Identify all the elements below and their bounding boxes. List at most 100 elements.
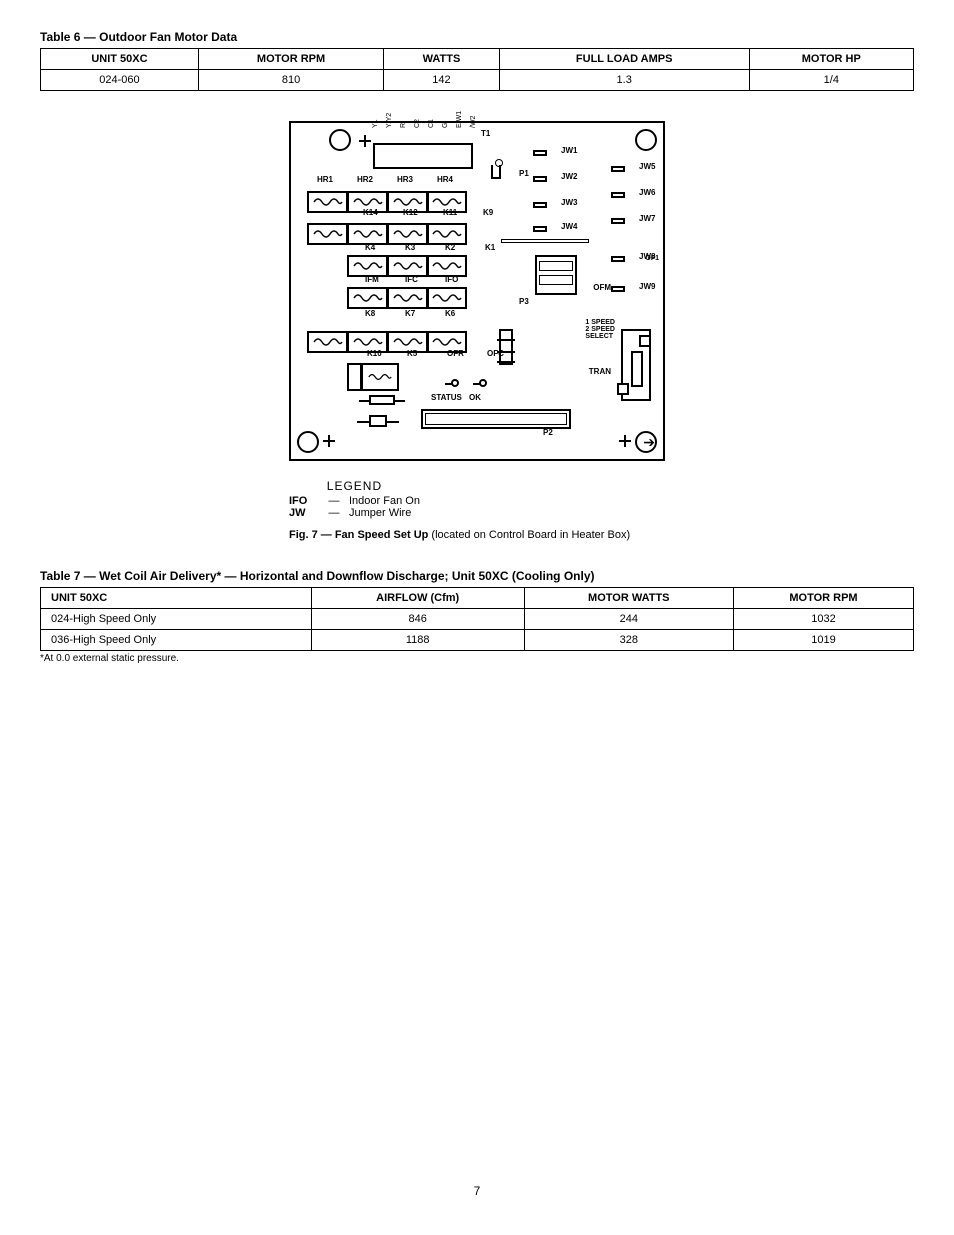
capacitor-icon bbox=[369, 415, 387, 427]
legend-desc: Jumper Wire bbox=[349, 507, 411, 519]
table7-footnote: *At 0.0 external static pressure. bbox=[40, 653, 914, 664]
lbl-p1: P1 bbox=[519, 169, 529, 178]
table6: UNIT 50XC MOTOR RPM WATTS FULL LOAD AMPS… bbox=[40, 48, 914, 91]
table7: UNIT 50XC AIRFLOW (Cfm) MOTOR WATTS MOTO… bbox=[40, 587, 914, 651]
jumper: JW1 bbox=[533, 147, 557, 157]
legend-desc: Indoor Fan On bbox=[349, 495, 420, 507]
mount-hole-icon bbox=[635, 129, 657, 151]
relay-row bbox=[347, 255, 467, 277]
table6-title: Table 6 — Outdoor Fan Motor Data bbox=[40, 30, 914, 44]
t7-r0c1: 846 bbox=[311, 609, 524, 630]
legend: LEGEND IFO — Indoor Fan On JW — Jumper W… bbox=[289, 479, 420, 519]
t6-h4: MOTOR HP bbox=[749, 49, 913, 70]
table7-title: Table 7 — Wet Coil Air Delivery* — Horiz… bbox=[40, 569, 914, 583]
figure-caption: Fig. 7 — Fan Speed Set Up (located on Co… bbox=[289, 529, 665, 541]
lbl: K11 bbox=[443, 208, 457, 217]
legend-title: LEGEND bbox=[289, 479, 420, 493]
screw-icon bbox=[619, 435, 631, 447]
selector-switch bbox=[621, 329, 651, 401]
terminal-labels: Y1 Y/Y2 R C2 C1 G E/W1 /W2 bbox=[373, 121, 493, 128]
lbl: HR3 bbox=[397, 175, 413, 184]
t6-c0: 024-060 bbox=[41, 70, 199, 91]
lbl: P3 bbox=[519, 297, 529, 306]
header-3pin bbox=[499, 329, 513, 365]
t7-r0c2: 244 bbox=[524, 609, 733, 630]
t7-r0c3: 1032 bbox=[733, 609, 913, 630]
t7-r1c2: 328 bbox=[524, 630, 733, 651]
lbl-t1: T1 bbox=[481, 129, 490, 138]
lbl: HR2 bbox=[357, 175, 373, 184]
page-number: 7 bbox=[40, 1184, 914, 1198]
lbl: K9 bbox=[483, 208, 493, 217]
lbl: HR1 bbox=[317, 175, 333, 184]
relay-row bbox=[307, 331, 467, 353]
t7-r0c0: 024-High Speed Only bbox=[41, 609, 312, 630]
lbl: OFR bbox=[447, 349, 464, 358]
led-icon bbox=[479, 379, 487, 387]
t7-h3: MOTOR RPM bbox=[733, 588, 913, 609]
t7-h1: AIRFLOW (Cfm) bbox=[311, 588, 524, 609]
t6-c3: 1.3 bbox=[499, 70, 749, 91]
lbl: K3 bbox=[405, 243, 415, 252]
jumper: JW3 bbox=[533, 199, 557, 209]
connector-p2 bbox=[421, 409, 571, 429]
relay-row bbox=[307, 223, 467, 245]
jumper: JW2 bbox=[533, 173, 557, 183]
legend-abbr: IFO bbox=[289, 495, 319, 507]
jumper: JW4 bbox=[533, 223, 557, 233]
lbl: HR4 bbox=[437, 175, 453, 184]
t7-h2: MOTOR WATTS bbox=[524, 588, 733, 609]
lbl: K12 bbox=[403, 208, 418, 217]
t7-r1c0: 036-High Speed Only bbox=[41, 630, 312, 651]
lbl: TRAN bbox=[589, 367, 611, 376]
lbl: K2 bbox=[445, 243, 455, 252]
lbl: IFC bbox=[405, 275, 418, 284]
t6-h2: WATTS bbox=[384, 49, 500, 70]
lbl: K10 bbox=[367, 349, 382, 358]
t6-c1: 810 bbox=[198, 70, 383, 91]
t6-h0: UNIT 50XC bbox=[41, 49, 199, 70]
lbl: K6 bbox=[445, 309, 455, 318]
lbl: K1 bbox=[485, 243, 495, 252]
jumper: JW7 bbox=[611, 215, 635, 225]
t6-c2: 142 bbox=[384, 70, 500, 91]
screw-icon bbox=[359, 135, 371, 147]
t7-r1c1: 1188 bbox=[311, 630, 524, 651]
terminal-block bbox=[373, 143, 473, 169]
jumper: JW9 bbox=[611, 283, 635, 293]
led-icon bbox=[451, 379, 459, 387]
lbl: OFM bbox=[593, 283, 611, 292]
legend-abbr: JW bbox=[289, 507, 319, 519]
relay-row bbox=[347, 287, 467, 309]
lbl: K5 bbox=[407, 349, 417, 358]
lbl: P2 bbox=[543, 428, 553, 437]
pcb-board: Y1 Y/Y2 R C2 C1 G E/W1 /W2 T1 P1 HR1 HR2… bbox=[289, 121, 665, 461]
lbl: 1 SPEED 2 SPEED SELECT bbox=[585, 319, 615, 340]
lbl: OK bbox=[469, 393, 481, 402]
mount-hole-icon bbox=[297, 431, 319, 453]
lbl: IFO bbox=[445, 275, 458, 284]
mount-hole-icon bbox=[329, 129, 351, 151]
lbl: IFM bbox=[365, 275, 379, 284]
jumper: JW6 bbox=[611, 189, 635, 199]
jumper: JW8 bbox=[611, 253, 635, 263]
lbl: K8 bbox=[365, 309, 375, 318]
resistor-icon bbox=[369, 395, 395, 405]
small-relay bbox=[347, 363, 399, 391]
screw-icon bbox=[323, 435, 335, 447]
arrow-icon: ➔ bbox=[643, 434, 655, 451]
trace-bar bbox=[501, 239, 589, 243]
connector-p3 bbox=[535, 255, 577, 295]
lbl: K14 bbox=[363, 208, 378, 217]
jumper: JW5 bbox=[611, 163, 635, 173]
lbl: STATUS bbox=[431, 393, 462, 402]
t7-r1c3: 1019 bbox=[733, 630, 913, 651]
lbl: K4 bbox=[365, 243, 375, 252]
lbl: K7 bbox=[405, 309, 415, 318]
t6-c4: 1/4 bbox=[749, 70, 913, 91]
t6-h3: FULL LOAD AMPS bbox=[499, 49, 749, 70]
header-p1 bbox=[491, 165, 501, 179]
t7-h0: UNIT 50XC bbox=[41, 588, 312, 609]
t6-h1: MOTOR RPM bbox=[198, 49, 383, 70]
diagram-wrap: Y1 Y/Y2 R C2 C1 G E/W1 /W2 T1 P1 HR1 HR2… bbox=[40, 121, 914, 541]
